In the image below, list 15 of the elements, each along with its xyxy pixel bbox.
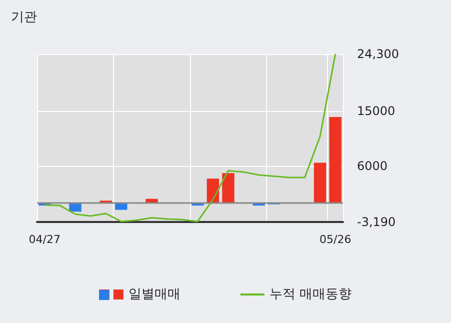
chart-title: 기관 xyxy=(11,10,37,25)
legend-label: 일별매매 xyxy=(128,287,180,302)
bar xyxy=(314,162,326,203)
y-tick-label: -3,190 xyxy=(357,215,396,229)
bar xyxy=(329,116,342,203)
bar xyxy=(206,178,220,203)
x-tick-label: 04/27 xyxy=(28,233,60,246)
bar xyxy=(146,198,158,203)
bar xyxy=(222,173,234,203)
line-series xyxy=(44,53,336,222)
y-tick-label: 6000 xyxy=(357,158,388,173)
y-tick-label: 15000 xyxy=(357,104,396,118)
y-tick-label: 24,300 xyxy=(357,47,399,61)
legend-label: 누적 매매동향 xyxy=(269,287,352,302)
x-tick-label: 05/26 xyxy=(320,233,352,246)
